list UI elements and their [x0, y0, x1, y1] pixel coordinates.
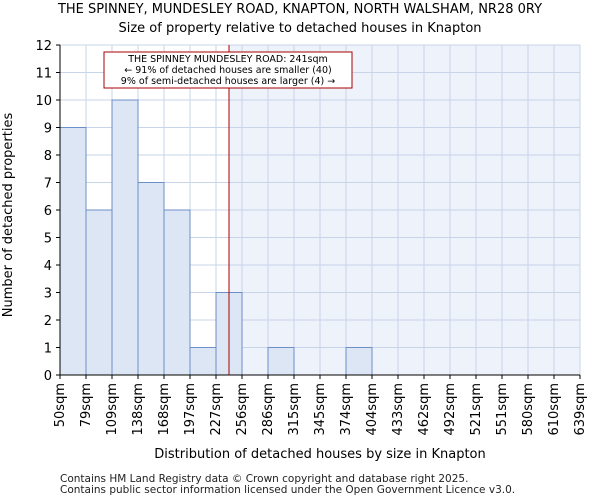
- x-tick-label: 404sqm: [365, 383, 380, 436]
- annotation-line-2: ← 91% of detached houses are smaller (40…: [124, 65, 331, 76]
- x-tick-label: 197sqm: [183, 383, 198, 436]
- bar: [345, 347, 373, 376]
- y-tick-label: 10: [35, 94, 52, 109]
- x-tick-label: 286sqm: [261, 383, 276, 436]
- x-tick-label: 345sqm: [313, 383, 328, 436]
- annotation-box: THE SPINNEY MUNDESLEY ROAD: 241sqm ← 91%…: [103, 51, 353, 89]
- bar: [189, 347, 217, 376]
- x-tick-label: 50sqm: [53, 383, 68, 427]
- x-tick-label: 551sqm: [495, 383, 510, 436]
- y-tick-label: 4: [44, 259, 52, 274]
- x-tick-label: 374sqm: [339, 383, 354, 436]
- y-axis-label: Number of detached properties: [1, 113, 16, 318]
- x-tick-label: 433sqm: [391, 383, 406, 436]
- y-tick-label: 11: [35, 67, 52, 82]
- x-tick-label: 109sqm: [105, 383, 120, 436]
- y-tick-label: 3: [44, 287, 52, 302]
- x-tick-label: 227sqm: [209, 383, 224, 436]
- x-tick-label: 610sqm: [547, 383, 562, 436]
- annotation-line-3: 9% of semi-detached houses are larger (4…: [121, 76, 335, 87]
- y-tick-label: 8: [44, 149, 52, 164]
- x-tick-label: 256sqm: [235, 383, 250, 436]
- y-tick-label: 5: [44, 232, 52, 247]
- bar: [111, 99, 139, 376]
- y-tick-label: 9: [44, 122, 52, 137]
- x-tick-label: 168sqm: [157, 383, 172, 436]
- y-tick-label: 12: [35, 39, 52, 54]
- x-tick-label: 492sqm: [443, 383, 458, 436]
- y-tick-label: 2: [44, 314, 52, 329]
- x-tick-label: 462sqm: [417, 383, 432, 436]
- chart-title: THE SPINNEY, MUNDESLEY ROAD, KNAPTON, NO…: [57, 2, 542, 17]
- annotation-frame: [103, 51, 353, 89]
- bar: [59, 127, 87, 376]
- chart-subtitle: Size of property relative to detached ho…: [118, 21, 481, 36]
- bar: [137, 182, 165, 376]
- bar: [163, 209, 191, 376]
- x-tick-label: 138sqm: [131, 383, 146, 436]
- x-tick-label: 521sqm: [469, 383, 484, 436]
- x-axis-label: Distribution of detached houses by size …: [154, 447, 486, 462]
- x-ticks: 50sqm 79sqm 109sqm 138sqm 168sqm 197sqm 227sqm…: [53, 375, 588, 436]
- footer-line-2: Contains public sector information licen…: [60, 484, 516, 496]
- footer-line-1: Contains HM Land Registry data © Crown c…: [60, 473, 469, 485]
- bar: [85, 209, 113, 376]
- x-tick-label: 315sqm: [287, 383, 302, 436]
- y-tick-label: 0: [44, 369, 52, 384]
- y-tick-label: 1: [44, 342, 52, 357]
- annotation-line-1: THE SPINNEY MUNDESLEY ROAD: 241sqm: [127, 54, 328, 65]
- x-tick-label: 79sqm: [79, 383, 94, 427]
- y-tick-label: 6: [44, 204, 52, 219]
- y-tick-label: 7: [44, 177, 52, 192]
- bar: [267, 347, 295, 376]
- x-tick-label: 580sqm: [521, 383, 536, 436]
- bars-layer: [59, 99, 373, 376]
- x-tick-label: 639sqm: [573, 383, 588, 436]
